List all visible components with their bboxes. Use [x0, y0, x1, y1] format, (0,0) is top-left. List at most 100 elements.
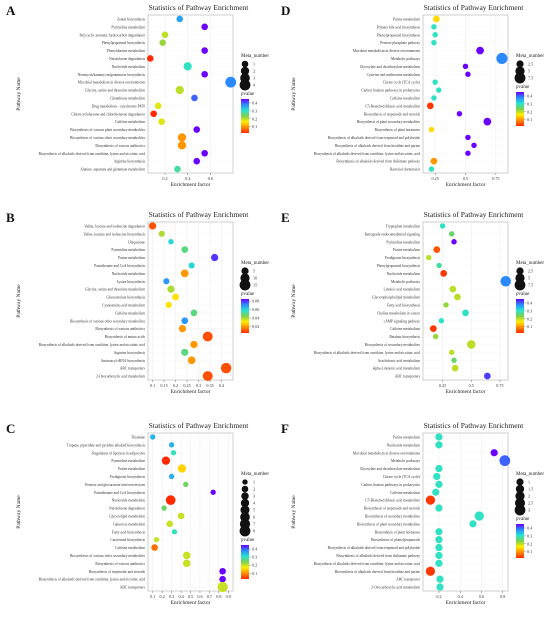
y-tick-label: Biosynthesis of alkaloids derived from o… [39, 578, 146, 583]
size-legend-label: 1 [253, 480, 255, 485]
data-point [435, 559, 443, 567]
data-point [210, 489, 216, 495]
color-legend-title: pvalue [516, 517, 530, 522]
data-point [166, 520, 174, 528]
y-axis-label: Pathway Name [16, 284, 22, 318]
y-tick-label: Cyanoamino acid metabolism [102, 303, 145, 307]
colorbar [516, 524, 524, 558]
colorbar [516, 92, 524, 126]
size-legend-dot [239, 279, 251, 291]
y-tick-label: Purine metabolism [393, 435, 420, 439]
data-point [163, 278, 170, 285]
data-point [435, 433, 443, 441]
size-legend-label: 3 [528, 508, 530, 513]
size-legend-dot [240, 505, 250, 515]
y-tick-label: Purine metabolism [118, 256, 145, 260]
y-tick-label: Pantothenate and CoA biosynthesis [94, 264, 145, 268]
data-point [436, 583, 444, 591]
colorbar [516, 299, 524, 333]
y-tick-label: Nitrotoluene degradation [109, 507, 145, 511]
data-point [425, 495, 436, 505]
size-legend-dot [516, 60, 524, 68]
data-point [219, 575, 226, 583]
data-point [471, 142, 477, 149]
y-tick-label: Biosynthesis of alkaloids derived from s… [336, 160, 420, 164]
size-legend-dot [514, 72, 526, 84]
colorbar-tick-label: 0.4 [527, 525, 533, 530]
x-tick-label: 0.3 [169, 594, 174, 599]
y-tick-label: Purine metabolism [393, 17, 420, 21]
colorbar-tick-label: 0.02 [252, 324, 259, 329]
x-tick-label: 0.75 [492, 176, 499, 181]
data-point [428, 166, 435, 172]
x-tick-label: 0.8 [216, 594, 221, 599]
y-tick-label: Biosynthesis of various plant secondary … [70, 128, 145, 132]
data-point [176, 15, 184, 23]
data-point [146, 55, 154, 62]
y-tick-label: Valine, leucine and isoleucine degradati… [84, 224, 145, 229]
data-point [177, 141, 187, 150]
y-tick-label: Metabolic pathways [391, 459, 421, 463]
colorbar-tick-label: 0.2 [252, 563, 257, 568]
colorbar-tick-label: 0.1 [527, 117, 532, 122]
y-tick-label: Biosynthesis of alkaloids derived from o… [314, 152, 421, 157]
y-tick-label: Retrograde endocannabinoid signaling [365, 232, 421, 236]
y-tick-label: Biosynthesis of amino acids [105, 335, 146, 339]
size-legend-label: 2 [253, 69, 255, 74]
colorbar-tick-label: 0.08 [252, 299, 259, 304]
size-legend-dot [239, 79, 251, 91]
x-tick-label: 0.25 [439, 383, 446, 388]
color-legend-title: pvalue [241, 292, 255, 297]
chart-title: Statistics of Pathway Enrichment [424, 210, 525, 219]
y-tick-label: ABC transporters [120, 586, 146, 590]
y-tick-label: Prodigiosin biosynthesis [385, 256, 421, 260]
y-tick-label: Glucosinolate biosynthesis [106, 296, 145, 300]
y-tick-label: Biosynthesis of secondary metabolites [365, 514, 421, 518]
y-tick-label: C5-Branched dibasic acid metabolism [365, 104, 420, 108]
y-tick-label: Pentose and glucuronate interconversions [85, 483, 145, 487]
size-legend-label: 6 [253, 515, 255, 520]
y-tick-label: Pyrimidine metabolism [111, 25, 145, 29]
x-tick-label: 0.25 [431, 176, 438, 181]
x-axis-label: Enrichment factor [171, 599, 211, 606]
data-point [177, 512, 185, 520]
chart-title: Statistics of Pathway Enrichment [424, 421, 525, 430]
data-point [188, 262, 195, 269]
data-point [476, 46, 484, 55]
data-point [439, 223, 446, 229]
data-point [187, 356, 196, 365]
size-legend-dot [516, 478, 524, 486]
x-axis-label: Enrichment factor [446, 181, 486, 188]
size-legend-dot [240, 512, 250, 522]
data-point [432, 333, 439, 340]
colorbar-tick-label: 0.3 [527, 533, 532, 538]
y-tick-label: Fatty acid biosynthesis [387, 303, 421, 307]
colorbar-tick-label: 0.2 [527, 316, 532, 321]
y-tick-label: Bacterial chemotaxis [390, 168, 421, 172]
y-tick-label: Biosynthesis of alkaloids derived from o… [314, 351, 421, 356]
size-legend-dot [241, 485, 249, 493]
data-point [448, 349, 455, 356]
y-tick-label: Ubiquinone [128, 240, 145, 244]
y-tick-label: Microbial metabolism in diverse environm… [78, 81, 146, 85]
data-point [172, 293, 179, 301]
size-legend-title: Meta_number [241, 261, 269, 266]
data-point [490, 449, 498, 457]
y-tick-label: Metabolic pathways [391, 57, 421, 61]
y-tick-label: Choline metabolism in cancer [377, 311, 421, 315]
size-legend-label: 4 [253, 501, 256, 506]
y-axis-label: Pathway Name [291, 495, 297, 529]
size-legend-label: 1 [253, 62, 255, 67]
data-point [175, 85, 184, 95]
y-tick-label: Nucleotide metabolism [112, 499, 146, 503]
chart-title: Statistics of Pathway Enrichment [149, 3, 250, 12]
data-point [449, 285, 457, 293]
y-tick-label: Arachidonic acid metabolism [378, 359, 421, 363]
x-tick-label: 0.9 [226, 594, 231, 599]
panel-a: A Statistics of Pathway Enrichment Zeatin … [6, 3, 269, 188]
size-legend-dot [241, 60, 249, 68]
size-legend-label: 10 [253, 276, 257, 281]
x-tick-label: 0.1 [150, 594, 155, 599]
data-point [177, 133, 187, 142]
